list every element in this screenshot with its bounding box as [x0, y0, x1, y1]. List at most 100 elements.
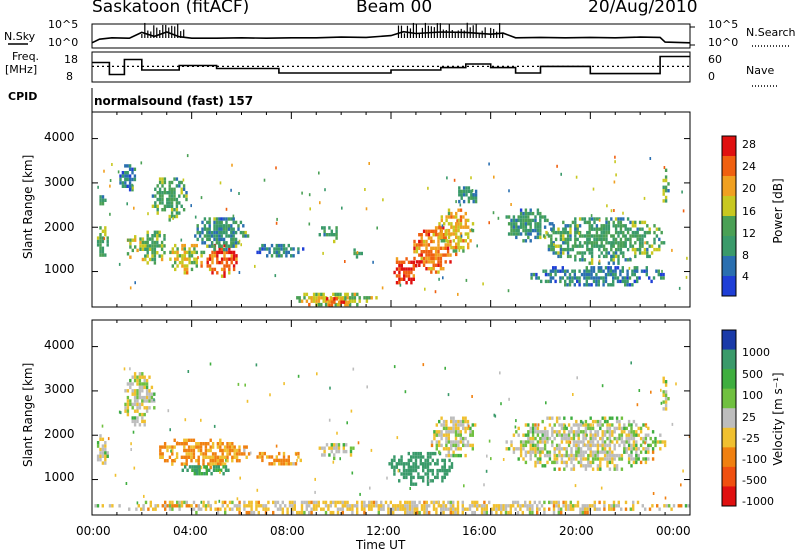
velocity-cell — [528, 510, 532, 515]
power-cell — [346, 296, 349, 300]
power-cell — [529, 239, 532, 243]
velocity-cell — [145, 399, 149, 403]
power-cell — [420, 243, 423, 247]
velocity-cell — [531, 504, 534, 508]
power-cell — [290, 247, 293, 251]
power-cell — [452, 239, 455, 243]
velocity-cell — [414, 458, 418, 463]
power-cell — [225, 217, 228, 221]
velocity-cell — [570, 436, 573, 441]
velocity-cell — [442, 423, 446, 427]
power-cell — [168, 184, 171, 188]
power-cell — [612, 241, 615, 245]
velocity-cell — [567, 423, 571, 427]
power-speckle — [131, 183, 133, 187]
power-cell — [141, 247, 145, 251]
velocity-cell — [596, 443, 600, 448]
velocity-cell — [323, 446, 326, 450]
velocity-colorbar-swatch — [722, 369, 736, 390]
power-cell — [646, 241, 649, 245]
nsky-frame — [91, 23, 691, 49]
velocity-cell — [524, 460, 528, 465]
velocity-cell — [228, 507, 232, 511]
velocity-cell — [207, 442, 210, 446]
velocity-cell — [565, 440, 568, 444]
velocity-cell — [101, 437, 105, 441]
power-cell — [186, 257, 189, 261]
velocity-cell — [196, 472, 199, 476]
velocity-cell — [255, 504, 258, 508]
velocity-cell — [630, 436, 633, 441]
velocity-cell — [240, 452, 244, 456]
velocity-cell — [536, 450, 540, 454]
power-cell — [278, 243, 281, 248]
velocity-cell — [661, 440, 664, 444]
power-cell — [328, 233, 331, 237]
power-cell — [430, 239, 433, 244]
velocity-cell — [447, 426, 450, 431]
power-cell — [101, 250, 105, 254]
power-cell — [545, 230, 548, 235]
velocity-cell — [138, 412, 142, 417]
power-cell — [459, 218, 463, 223]
velocity-cell — [184, 465, 187, 469]
velocity-cell — [429, 455, 432, 459]
velocity-cell — [519, 440, 523, 444]
power-cell — [128, 174, 132, 178]
power-cell — [333, 233, 336, 237]
power-cell — [237, 224, 240, 228]
velocity-cell — [651, 430, 655, 434]
velocity-cell — [209, 504, 212, 508]
velocity-cell — [577, 453, 580, 458]
velocity-cell — [567, 504, 570, 508]
velocity-cell — [541, 464, 544, 468]
velocity-cell — [456, 500, 460, 505]
power-cell — [434, 256, 438, 261]
power-cell — [348, 302, 352, 307]
power-cell — [131, 248, 134, 253]
velocity-cell — [623, 423, 626, 427]
velocity-cell — [423, 504, 426, 508]
power-cell — [444, 246, 447, 250]
power-cell — [595, 230, 599, 235]
power-cell — [631, 230, 635, 235]
velocity-cell — [432, 507, 436, 511]
power-cell — [562, 230, 565, 235]
power-cell — [158, 177, 162, 181]
velocity-cell — [136, 406, 139, 410]
power-cell — [607, 251, 611, 255]
power-cell — [355, 255, 359, 259]
power-cell — [323, 229, 326, 233]
power-cell — [604, 276, 608, 280]
velocity-cell — [468, 504, 472, 508]
velocity-cell — [464, 436, 467, 441]
power-cell — [633, 272, 636, 277]
power-cell — [440, 232, 443, 236]
power-cell — [190, 254, 194, 258]
velocity-cell — [438, 440, 441, 444]
velocity-cell — [163, 442, 167, 446]
velocity-cell — [608, 433, 612, 437]
velocity-cell — [250, 510, 253, 515]
power-cell — [227, 224, 231, 228]
velocity-cell — [594, 453, 597, 458]
velocity-cell — [552, 504, 556, 508]
velocity-cell — [141, 389, 144, 393]
velocity-cell — [394, 504, 397, 508]
velocity-cell — [594, 430, 597, 434]
velocity-cell — [337, 443, 341, 447]
velocity-cell — [434, 462, 437, 466]
power-speckle — [578, 232, 580, 235]
velocity-cell — [330, 443, 333, 447]
velocity-cell — [221, 442, 224, 446]
velocity-cell — [166, 504, 169, 508]
power-cell — [522, 222, 525, 226]
power-cell — [151, 204, 155, 208]
power-cell — [425, 253, 428, 257]
power-cell — [648, 254, 651, 259]
power-cell — [602, 276, 605, 280]
power-cell — [629, 234, 632, 238]
power-cell — [590, 261, 594, 265]
velocity-cell — [582, 464, 585, 468]
power-cell — [181, 254, 184, 258]
